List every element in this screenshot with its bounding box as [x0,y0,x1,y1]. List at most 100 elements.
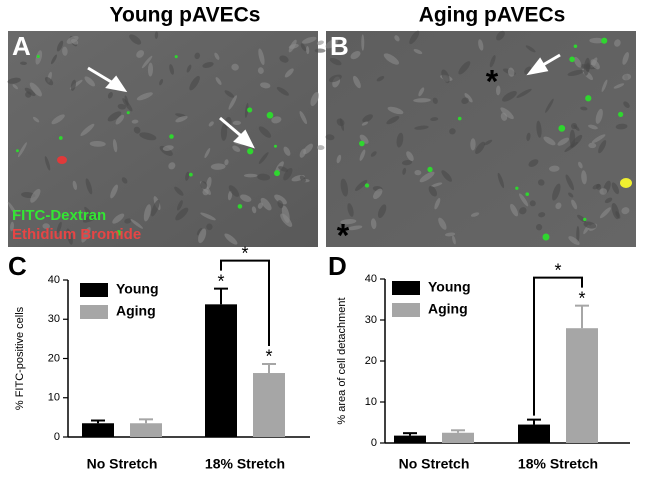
y-tick-label: 30 [48,313,60,325]
panel-title: Young pAVECs [110,4,261,27]
cell [175,115,188,123]
cell [614,39,621,47]
cell [244,102,249,118]
cell [202,189,209,196]
cell [545,98,554,113]
cell [497,172,505,189]
cell [394,35,400,42]
cell [17,142,27,158]
cell [336,154,342,164]
dot [115,229,122,236]
x-tick-label: No Stretch [87,456,158,472]
bar [566,328,598,443]
dot [274,170,281,177]
cell [599,188,608,195]
arrows [87,53,561,149]
cell [258,48,265,66]
cell [599,207,611,219]
cell [538,212,546,218]
cell [29,82,42,97]
legend-label: Young [116,281,159,297]
cell [206,223,213,231]
cell [419,171,435,183]
cell [580,106,588,111]
cell [214,52,220,60]
panel-letter: C [8,251,27,281]
cell [568,236,580,245]
cell [387,106,404,115]
cell [124,218,132,224]
cell [12,84,19,90]
bar [205,304,237,437]
cell [136,50,145,58]
cell [478,39,484,51]
cell [232,120,242,126]
cell [299,175,306,183]
cell [536,120,542,138]
cell [441,170,452,182]
panel-letter: D [328,251,347,281]
dot [601,37,608,44]
cell [177,200,183,211]
cell [555,202,562,210]
cell [260,197,272,211]
cell [519,207,527,215]
cell [347,225,363,231]
cell [372,188,383,200]
y-tick-label: 30 [365,314,377,326]
dot [169,134,174,139]
cell [198,228,207,244]
dot [247,107,253,113]
cell [186,64,192,73]
y-tick-label: 40 [365,273,377,285]
cell [552,183,561,201]
cell [84,76,96,87]
cell [581,170,587,185]
x-tick-label: No Stretch [399,456,470,472]
cell [413,98,431,103]
cell [377,204,387,219]
cell [202,62,214,68]
arrow-head [233,129,255,149]
cell [210,163,226,170]
cell [340,178,349,197]
legend-text: Ethidium Bromide [12,226,141,243]
cell [583,221,597,229]
cell [143,204,152,222]
bracket [533,276,583,416]
cell [220,123,228,141]
cell [434,197,441,210]
cell [413,48,423,55]
cell [557,137,570,146]
cell [347,203,354,217]
panel-letter: A [12,31,31,61]
cell [124,95,129,106]
cell [340,219,357,225]
dot [57,156,67,164]
cell [461,97,469,105]
cell [231,63,239,71]
cell [570,134,583,148]
cell [85,178,93,195]
cell [489,55,496,68]
cell [441,69,450,84]
cell [567,69,585,76]
cell [271,116,282,124]
cell [328,74,342,83]
dot [364,183,370,188]
cell [525,45,536,53]
cell [409,30,420,45]
cell [129,34,142,45]
cell [276,86,289,96]
cell [284,68,294,78]
dot [583,217,587,222]
cell [130,219,144,229]
cell [615,123,628,130]
dot [585,95,592,102]
cell [452,235,456,245]
arrow-head [526,57,549,76]
cell [428,185,438,197]
cell [232,145,241,152]
cell [622,73,632,81]
